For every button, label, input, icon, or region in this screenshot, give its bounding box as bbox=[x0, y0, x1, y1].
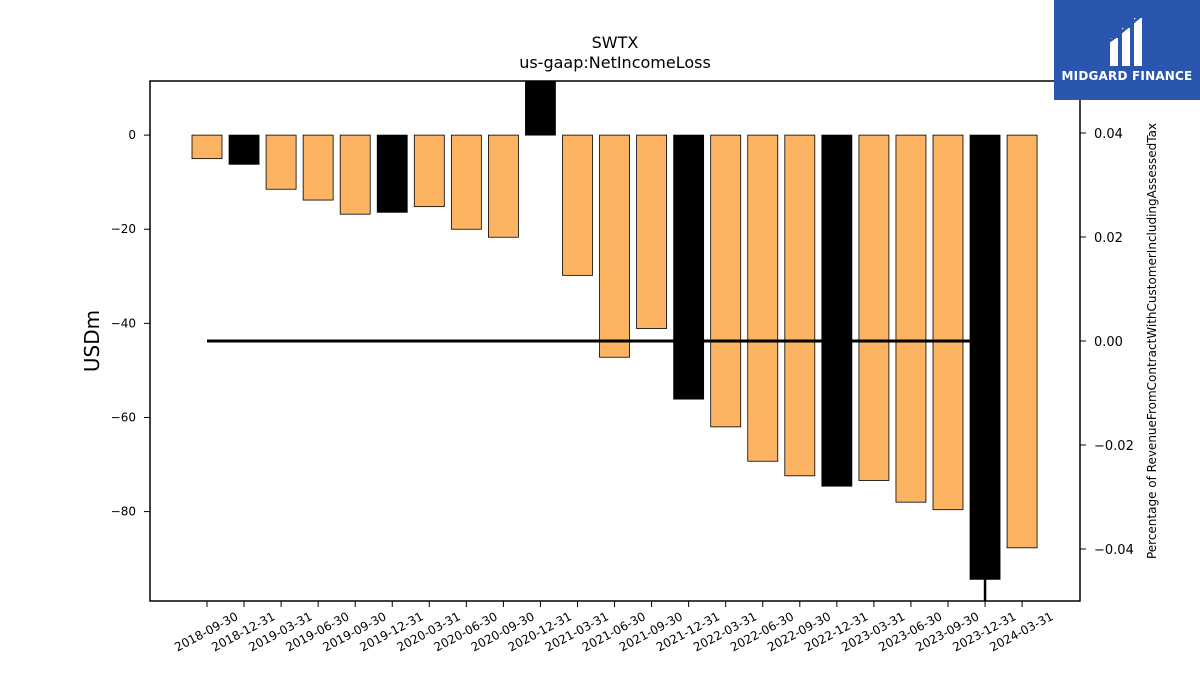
y-tick-label: −80 bbox=[111, 505, 136, 519]
bar-2018-12-31 bbox=[228, 134, 260, 165]
bar-2019-03-31 bbox=[265, 134, 297, 190]
bar-2018-09-30 bbox=[191, 134, 223, 160]
bar-2023-06-30 bbox=[895, 134, 927, 503]
y2-axis-ticks: 0.04 0.02 0.00 −0.02 −0.04 bbox=[1080, 127, 1134, 558]
y2-tick-label: −0.02 bbox=[1094, 439, 1134, 454]
bar-2022-12-31 bbox=[821, 134, 853, 487]
midgard-finance-logo: MIDGARD FINANCE bbox=[1054, 0, 1200, 100]
bar-2022-06-30 bbox=[747, 134, 779, 462]
bar-2022-03-31 bbox=[710, 134, 742, 428]
bar-2020-03-31 bbox=[413, 134, 445, 208]
y-tick-label: −60 bbox=[111, 410, 136, 424]
bars-group bbox=[191, 80, 1038, 580]
bar-2019-12-31 bbox=[376, 134, 408, 213]
bar-2022-09-30 bbox=[784, 134, 816, 477]
bar-2021-06-30 bbox=[599, 134, 630, 358]
y-axis-label: USDm bbox=[80, 310, 104, 372]
x-axis-ticks: 2018-09-302018-12-312019-03-312019-06-30… bbox=[172, 601, 1056, 654]
bar-2020-12-31 bbox=[525, 80, 556, 136]
chart-subtitle: us-gaap:NetIncomeLoss bbox=[519, 53, 711, 72]
bar-2023-09-30 bbox=[932, 134, 964, 511]
bar-2019-06-30 bbox=[302, 134, 334, 201]
bar-2021-12-31 bbox=[673, 134, 705, 400]
bar-2023-12-31 bbox=[969, 134, 1001, 580]
y2-tick-label: 0.04 bbox=[1094, 127, 1123, 142]
y-axis-ticks: 0 −20 −40 −60 −80 bbox=[111, 128, 150, 519]
bar-2021-09-30 bbox=[636, 134, 667, 329]
y-tick-label: 0 bbox=[128, 128, 136, 142]
logo-mark-icon bbox=[1107, 10, 1147, 66]
bar-2021-03-31 bbox=[562, 134, 593, 276]
bar-2020-09-30 bbox=[487, 134, 519, 238]
y2-axis-label: Percentage of RevenueFromContractWithCus… bbox=[1145, 123, 1159, 559]
y-tick-label: −20 bbox=[111, 222, 136, 236]
y-tick-label: −40 bbox=[111, 316, 136, 330]
bar-2020-06-30 bbox=[450, 134, 482, 230]
y2-tick-label: 0.02 bbox=[1094, 231, 1123, 246]
y2-tick-label: −0.04 bbox=[1094, 543, 1134, 558]
chart-title: SWTX bbox=[592, 33, 639, 52]
logo-text: MIDGARD FINANCE bbox=[1061, 69, 1193, 83]
ratio-line-group bbox=[207, 339, 987, 601]
bar-2019-09-30 bbox=[339, 134, 371, 215]
y2-tick-label: 0.00 bbox=[1094, 335, 1123, 350]
bar-2024-03-31 bbox=[1006, 134, 1038, 549]
bar-2023-03-31 bbox=[858, 134, 890, 481]
